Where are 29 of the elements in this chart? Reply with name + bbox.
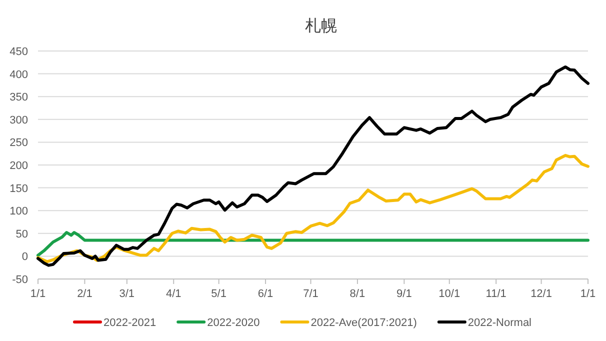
y-tick-label: 450: [10, 46, 28, 58]
x-tick-label: 7/1: [303, 288, 318, 300]
y-tick-label: 150: [10, 182, 28, 195]
legend-label: 2022-2020: [207, 317, 260, 329]
y-tick-label: 250: [10, 137, 28, 150]
y-tick-label: 350: [10, 92, 28, 104]
y-tick-label: 400: [10, 68, 28, 81]
chart-title: 札幌: [305, 17, 337, 35]
legend-label: 2022-2021: [103, 317, 156, 329]
y-tick-label: 0: [22, 251, 28, 264]
legend-label: 2022-Normal: [468, 317, 532, 329]
x-tick-label: 1/1: [30, 288, 46, 300]
x-tick-label: 5/1: [211, 288, 226, 300]
x-tick-label: 4/1: [166, 288, 182, 300]
y-tick-label: 200: [10, 160, 28, 172]
x-tick-label: 2/1: [77, 288, 92, 300]
x-tick-label: 6/1: [258, 288, 274, 300]
x-tick-label: 3/1: [119, 288, 135, 300]
x-tick-label: 12/1: [530, 288, 552, 300]
x-tick-label: 1/1: [580, 288, 596, 300]
x-tick-label: 11/1: [486, 288, 506, 300]
y-tick-label: 300: [10, 114, 28, 126]
x-tick-label: 8/1: [350, 288, 366, 300]
y-tick-label: 50: [16, 228, 28, 240]
legend-label: 2022-Ave(2017:2021): [310, 317, 417, 329]
y-tick-label: 100: [10, 206, 28, 218]
x-tick-label: 10/1: [438, 288, 460, 300]
x-tick-label: 9/1: [396, 288, 412, 300]
y-tick-label: -50: [12, 274, 28, 286]
